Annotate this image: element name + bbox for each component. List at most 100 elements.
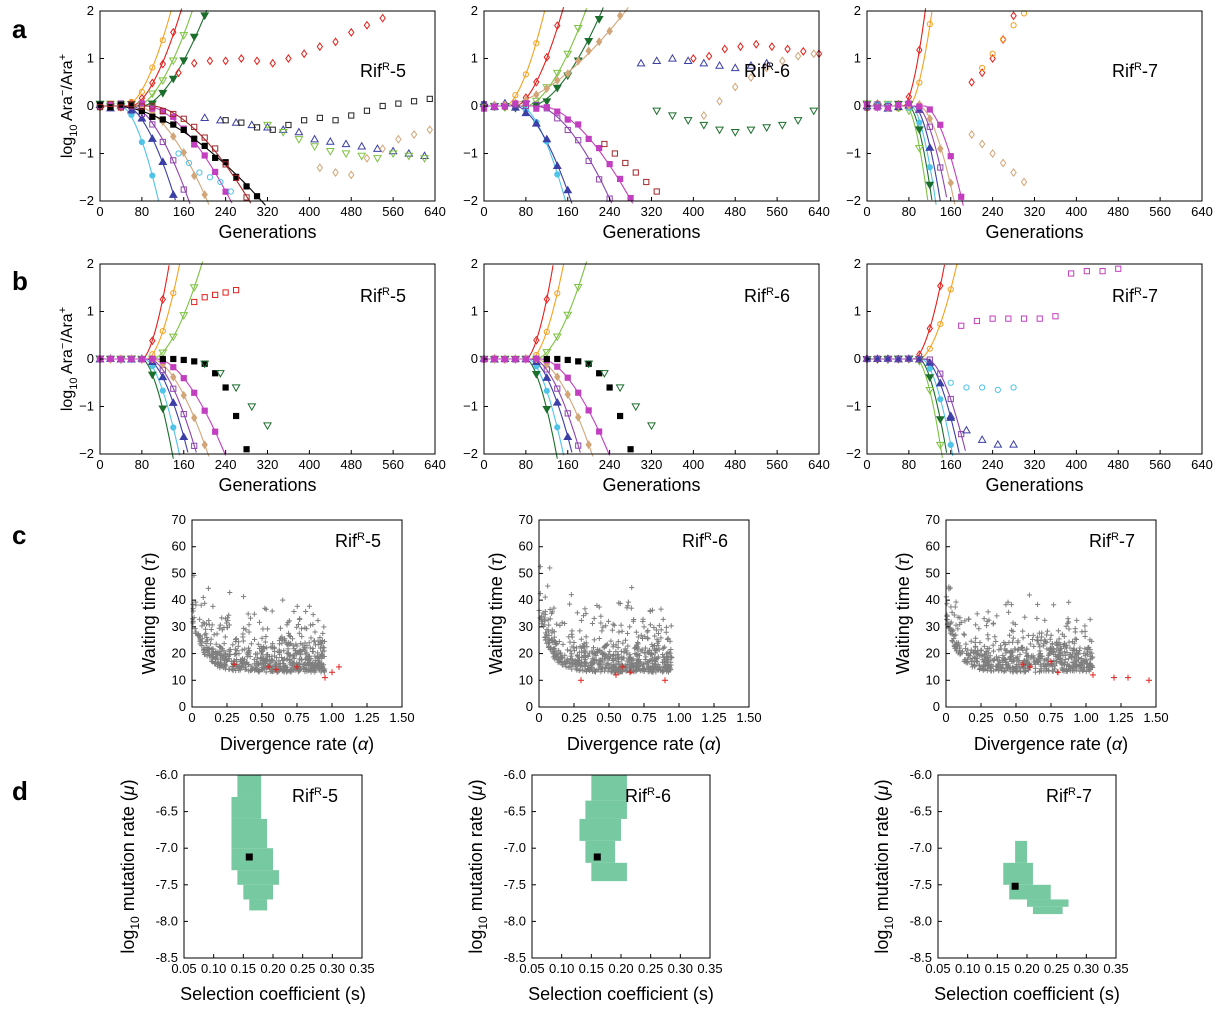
data-point xyxy=(979,64,986,72)
confidence-region xyxy=(1003,862,1033,885)
data-point xyxy=(296,660,302,666)
data-point xyxy=(317,634,323,641)
x-tick-label: 80 xyxy=(135,457,149,472)
data-point xyxy=(616,175,624,183)
data-point xyxy=(233,636,239,642)
strain-superscript: R xyxy=(647,786,655,798)
data-point xyxy=(598,613,604,619)
data-point xyxy=(300,49,308,59)
fit-curve xyxy=(867,105,937,205)
data-point xyxy=(205,585,212,591)
data-point xyxy=(642,656,648,663)
data-point xyxy=(219,615,225,621)
data-point xyxy=(622,159,629,167)
data-point xyxy=(575,389,582,396)
data-point xyxy=(937,121,944,128)
data-point xyxy=(947,395,954,403)
data-point xyxy=(170,290,177,297)
x-tick-label: 400 xyxy=(1066,204,1088,219)
data-point xyxy=(977,435,987,443)
data-point xyxy=(1010,635,1016,641)
data-point xyxy=(159,355,166,363)
data-point xyxy=(521,108,531,117)
data-point xyxy=(138,108,145,115)
data-point xyxy=(254,655,260,661)
data-point xyxy=(170,372,177,382)
data-point xyxy=(191,135,198,142)
data-point xyxy=(189,284,199,292)
data-point xyxy=(591,615,597,622)
data-point xyxy=(1068,270,1075,277)
y-tick-label: 0 xyxy=(854,98,861,113)
x-tick-label: 0.75 xyxy=(1038,710,1063,725)
data-point xyxy=(159,387,166,394)
data-point xyxy=(269,653,275,659)
data-point xyxy=(542,373,552,381)
data-point xyxy=(300,661,306,667)
data-point xyxy=(216,625,222,631)
data-point xyxy=(185,159,193,167)
data-point xyxy=(263,422,272,431)
data-point xyxy=(596,144,603,152)
data-point xyxy=(284,656,290,662)
data-point xyxy=(210,653,216,660)
data-point xyxy=(202,632,208,638)
data-point xyxy=(584,360,594,369)
confidence-region xyxy=(249,899,268,911)
data-point xyxy=(198,602,204,608)
data-point xyxy=(279,634,285,640)
data-point xyxy=(533,40,540,47)
data-point xyxy=(974,611,980,617)
data-point xyxy=(1079,629,1085,635)
data-point xyxy=(1066,626,1072,632)
x-tick-label: 0 xyxy=(863,457,870,472)
data-point xyxy=(999,158,1007,168)
data-point xyxy=(978,139,986,149)
strain-superscript: R xyxy=(382,286,390,298)
data-point xyxy=(286,633,292,639)
data-point xyxy=(217,178,224,186)
data-point xyxy=(221,648,227,654)
data-point xyxy=(925,374,935,382)
x-tick-label: 240 xyxy=(982,204,1004,219)
y-label-symbol: μ xyxy=(118,785,138,796)
data-point xyxy=(554,372,561,382)
y-axis-title: log10 mutation rate (μ) xyxy=(466,779,490,953)
data-point xyxy=(318,653,324,659)
data-point xyxy=(542,405,552,414)
strain-label: RifR-7 xyxy=(1046,786,1092,806)
y-axis-title: log10 mutation rate (μ) xyxy=(118,779,142,953)
data-point xyxy=(191,141,198,148)
strain-label: RifR-6 xyxy=(625,786,671,806)
data-point xyxy=(585,440,592,450)
data-point xyxy=(809,107,819,116)
data-point xyxy=(585,46,592,56)
x-tick-label: 240 xyxy=(215,457,237,472)
data-point xyxy=(658,606,664,612)
data-point xyxy=(543,355,550,363)
data-point xyxy=(201,134,208,141)
y-tick-label: 10 xyxy=(926,672,940,687)
data-point xyxy=(281,669,287,675)
data-point xyxy=(262,639,268,645)
data-point xyxy=(554,355,561,363)
x-tick-label: 1.00 xyxy=(319,710,344,725)
data-point xyxy=(916,119,923,126)
data-point xyxy=(628,605,634,611)
data-point xyxy=(248,641,254,647)
strain-label: RifR-7 xyxy=(1112,61,1158,81)
data-point xyxy=(251,636,258,643)
y-tick-label: −2 xyxy=(463,193,478,208)
data-point xyxy=(1036,315,1043,322)
data-point xyxy=(180,411,187,418)
data-point xyxy=(545,583,551,589)
strain-prefix: Rif xyxy=(744,286,767,306)
data-point xyxy=(264,656,270,662)
data-point xyxy=(905,355,912,362)
data-point xyxy=(994,386,1001,393)
x-tick-label: 80 xyxy=(519,457,533,472)
data-point xyxy=(746,61,756,69)
data-point xyxy=(239,647,245,653)
data-point xyxy=(325,148,335,156)
data-point xyxy=(216,643,223,650)
